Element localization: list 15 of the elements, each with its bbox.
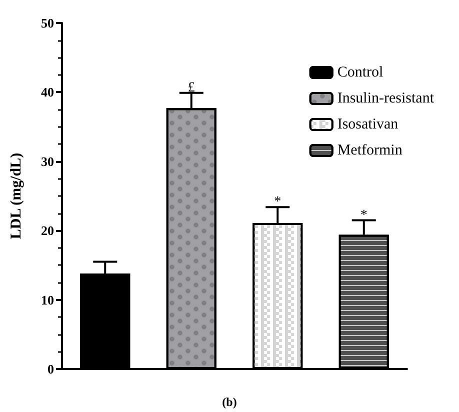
legend-label: Metformin (337, 142, 403, 158)
legend-label: Control (337, 64, 384, 80)
text: (b) (222, 395, 237, 409)
annotation: * (274, 194, 282, 210)
annotation: * (360, 208, 368, 223)
legend-label: Isosativan (337, 116, 399, 132)
y-axis-title: LDL (mg/dL) (8, 152, 24, 240)
y-tick-label: 30 (41, 154, 54, 169)
legend-label: Insulin-resistant (337, 90, 435, 106)
annotation: £ (188, 80, 195, 96)
y-tick-label: 10 (41, 292, 54, 308)
y-tick-label: 50 (41, 16, 54, 30)
y-tick-label: 0 (48, 362, 54, 376)
y-tick-label: 20 (41, 223, 54, 238)
y-tick-label: 40 (41, 84, 54, 100)
